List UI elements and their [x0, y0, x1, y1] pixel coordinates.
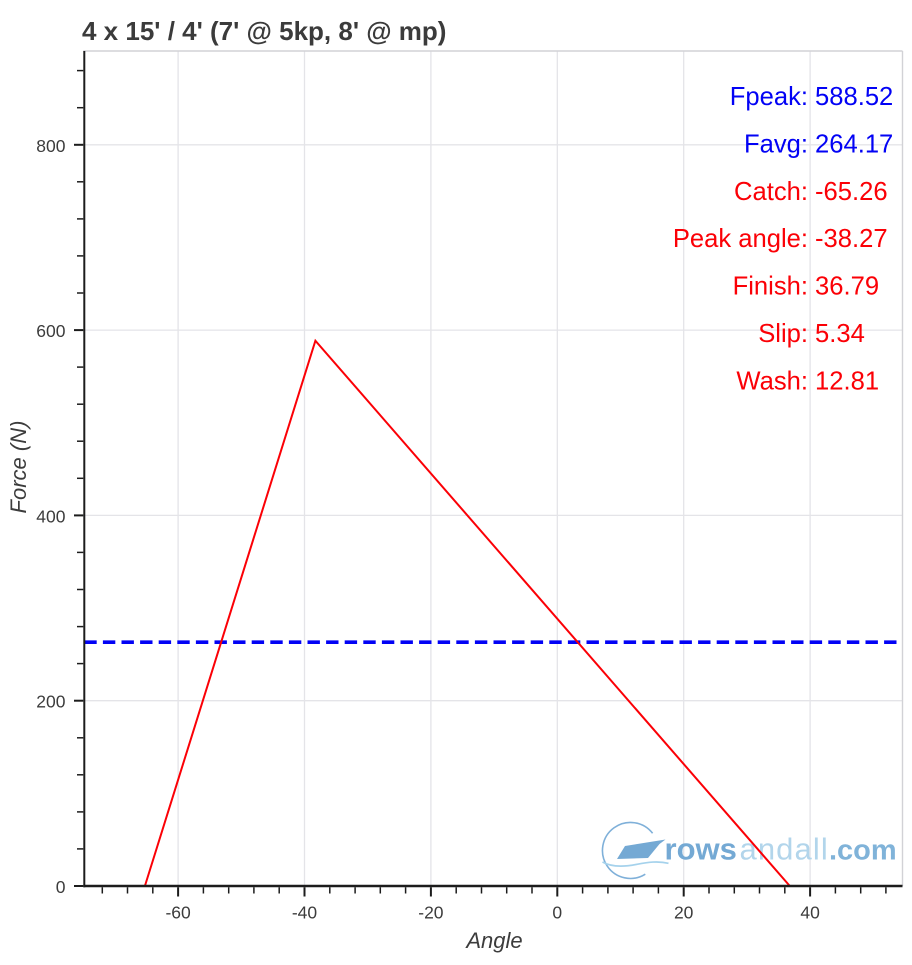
- svg-text:Slip:: Slip:: [758, 320, 808, 348]
- svg-text:264.17: 264.17: [815, 130, 893, 158]
- svg-text:400: 400: [36, 506, 65, 526]
- svg-text:Angle: Angle: [464, 928, 522, 953]
- svg-text:-40: -40: [292, 902, 318, 922]
- svg-text:600: 600: [36, 321, 65, 341]
- svg-text:Force (N): Force (N): [6, 421, 31, 514]
- svg-text:-20: -20: [418, 902, 444, 922]
- svg-text:200: 200: [36, 692, 65, 712]
- svg-text:.com: .com: [829, 835, 897, 867]
- svg-text:588.52: 588.52: [815, 83, 893, 111]
- svg-text:4 x 15' / 4' (7' @ 5kp, 8' @ m: 4 x 15' / 4' (7' @ 5kp, 8' @ mp): [82, 16, 446, 46]
- svg-text:Finish:: Finish:: [733, 273, 808, 301]
- svg-text:rows: rows: [665, 832, 737, 867]
- svg-text:36.79: 36.79: [815, 273, 879, 301]
- svg-text:5.34: 5.34: [815, 320, 865, 348]
- svg-text:12.81: 12.81: [815, 367, 879, 395]
- svg-text:Wash:: Wash:: [736, 367, 808, 395]
- svg-text:0: 0: [56, 877, 66, 897]
- svg-text:40: 40: [800, 902, 820, 922]
- svg-text:-65.26: -65.26: [815, 178, 888, 206]
- svg-text:0: 0: [552, 902, 562, 922]
- svg-text:Peak angle:: Peak angle:: [673, 225, 808, 253]
- svg-text:andall: andall: [740, 832, 829, 867]
- svg-text:800: 800: [36, 136, 65, 156]
- svg-text:20: 20: [674, 902, 694, 922]
- svg-text:-60: -60: [165, 902, 191, 922]
- svg-text:Catch:: Catch:: [734, 178, 808, 206]
- svg-text:Favg:: Favg:: [744, 130, 808, 158]
- svg-text:Fpeak:: Fpeak:: [730, 83, 808, 111]
- svg-text:-38.27: -38.27: [815, 225, 888, 253]
